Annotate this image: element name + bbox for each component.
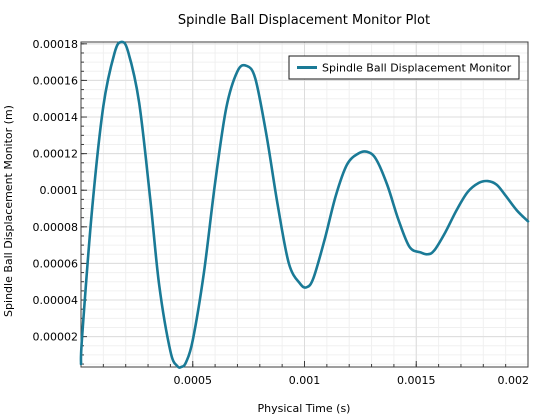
y-tick-label: 0.00002 — [33, 331, 79, 344]
x-tick-label-layer: 0.0005 0.001 0.0015 0.002 — [174, 374, 530, 387]
x-axis-label: Physical Time (s) — [258, 402, 351, 415]
x-tick-label: 0.002 — [498, 374, 530, 387]
y-tick-label-layer: 0.00002 0.00004 0.00006 0.00008 0.0001 0.0001… — [33, 38, 79, 344]
legend: Spindle Ball Displacement Monitor — [288, 55, 520, 80]
y-tick-label: 0.00004 — [33, 294, 79, 307]
x-tick-label: 0.001 — [289, 374, 321, 387]
y-tick-label: 0.0001 — [40, 184, 79, 197]
y-tick-label: 0.00014 — [33, 111, 79, 124]
y-tick-label: 0.00016 — [33, 74, 79, 87]
legend-box — [288, 55, 520, 80]
legend-label: Spindle Ball Displacement Monitor — [322, 62, 512, 75]
y-tick-label: 0.00012 — [33, 148, 79, 161]
y-axis-label: Spindle Ball Displacement Monitor (m) — [2, 105, 15, 317]
x-tick-label: 0.0015 — [397, 374, 436, 387]
major-tick-layer — [81, 43, 529, 367]
y-tick-label: 0.00008 — [33, 221, 79, 234]
series-line — [79, 40, 530, 369]
series-layer — [79, 40, 530, 369]
plot-frame — [80, 41, 529, 368]
y-tick-label: 0.00018 — [33, 38, 79, 51]
y-tick-label: 0.00006 — [33, 257, 79, 270]
chart-title: Spindle Ball Displacement Monitor Plot — [178, 13, 430, 28]
x-tick-label: 0.0005 — [174, 374, 213, 387]
